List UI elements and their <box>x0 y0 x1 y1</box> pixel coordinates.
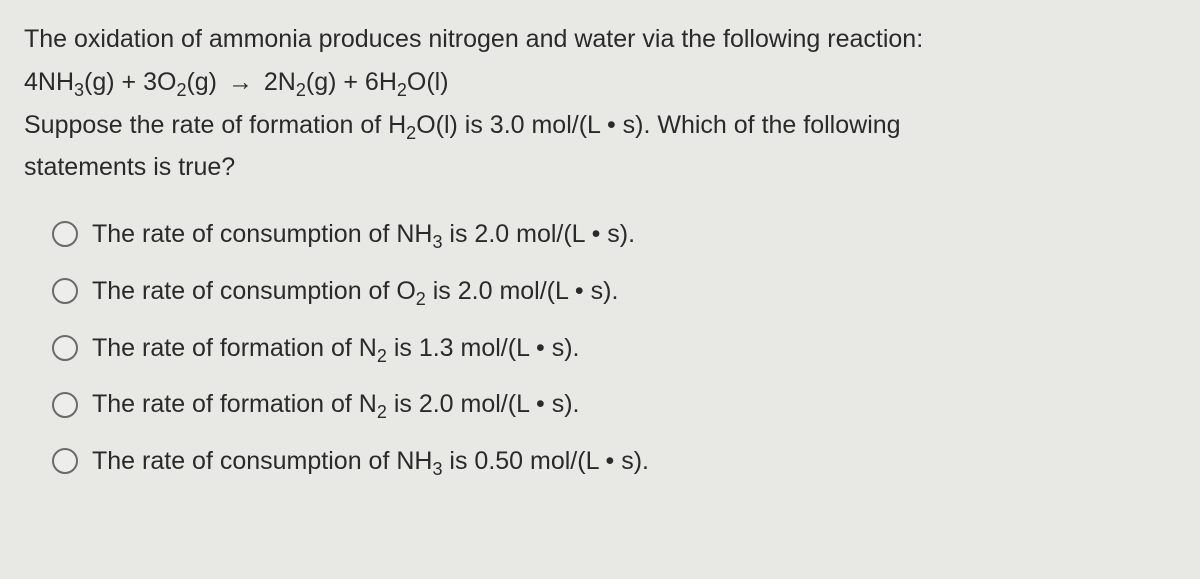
opt-sub: 3 <box>432 459 442 479</box>
opt-post: is 2.0 mol/(L • s). <box>387 390 580 418</box>
option-label: The rate of formation of N2 is 1.3 mol/(… <box>92 329 579 368</box>
eq-sub: 2 <box>176 80 186 100</box>
opt-post: is 0.50 mol/(L • s). <box>442 447 649 475</box>
eq-part: 2N <box>257 68 296 96</box>
eq-sub: 2 <box>397 80 407 100</box>
stem-text: Suppose the rate of formation of H <box>24 111 406 139</box>
opt-post: is 2.0 mol/(L • s). <box>442 220 635 248</box>
option-4[interactable]: The rate of formation of N2 is 2.0 mol/(… <box>52 385 1176 424</box>
option-label: The rate of consumption of O2 is 2.0 mol… <box>92 272 618 311</box>
eq-sub: 2 <box>296 80 306 100</box>
opt-sub: 3 <box>432 232 442 252</box>
radio-icon[interactable] <box>52 392 78 418</box>
eq-part: (g) + 6H <box>306 68 397 96</box>
radio-icon[interactable] <box>52 335 78 361</box>
eq-part: (g) + 3O <box>84 68 176 96</box>
opt-sub: 2 <box>377 346 387 366</box>
option-label: The rate of consumption of NH3 is 2.0 mo… <box>92 215 635 254</box>
opt-pre: The rate of formation of N <box>92 390 377 418</box>
radio-icon[interactable] <box>52 448 78 474</box>
opt-sub: 2 <box>377 402 387 422</box>
opt-sub: 2 <box>416 289 426 309</box>
option-1[interactable]: The rate of consumption of NH3 is 2.0 mo… <box>52 215 1176 254</box>
opt-pre: The rate of consumption of O <box>92 277 416 305</box>
radio-icon[interactable] <box>52 278 78 304</box>
option-2[interactable]: The rate of consumption of O2 is 2.0 mol… <box>52 272 1176 311</box>
eq-part: O(l) <box>407 68 449 96</box>
question-stem: The oxidation of ammonia produces nitrog… <box>24 20 1176 187</box>
stem-line-4: statements is true? <box>24 148 1176 187</box>
option-label: The rate of consumption of NH3 is 0.50 m… <box>92 442 649 481</box>
opt-pre: The rate of consumption of NH <box>92 447 432 475</box>
stem-equation: 4NH3(g) + 3O2(g) → 2N2(g) + 6H2O(l) <box>24 63 1176 102</box>
eq-sub: 3 <box>74 80 84 100</box>
reaction-arrow-icon: → <box>224 68 257 96</box>
stem-line-3: Suppose the rate of formation of H2O(l) … <box>24 106 1176 145</box>
option-5[interactable]: The rate of consumption of NH3 is 0.50 m… <box>52 442 1176 481</box>
opt-pre: The rate of formation of N <box>92 334 377 362</box>
option-3[interactable]: The rate of formation of N2 is 1.3 mol/(… <box>52 329 1176 368</box>
options-group: The rate of consumption of NH3 is 2.0 mo… <box>24 215 1176 481</box>
stem-sub: 2 <box>406 123 416 143</box>
opt-pre: The rate of consumption of NH <box>92 220 432 248</box>
eq-part: (g) <box>186 68 224 96</box>
stem-text: O(l) is 3.0 mol/(L • s). Which of the fo… <box>416 111 900 139</box>
opt-post: is 1.3 mol/(L • s). <box>387 334 580 362</box>
radio-icon[interactable] <box>52 221 78 247</box>
option-label: The rate of formation of N2 is 2.0 mol/(… <box>92 385 579 424</box>
stem-line-1: The oxidation of ammonia produces nitrog… <box>24 20 1176 59</box>
opt-post: is 2.0 mol/(L • s). <box>426 277 619 305</box>
eq-part: 4NH <box>24 68 74 96</box>
